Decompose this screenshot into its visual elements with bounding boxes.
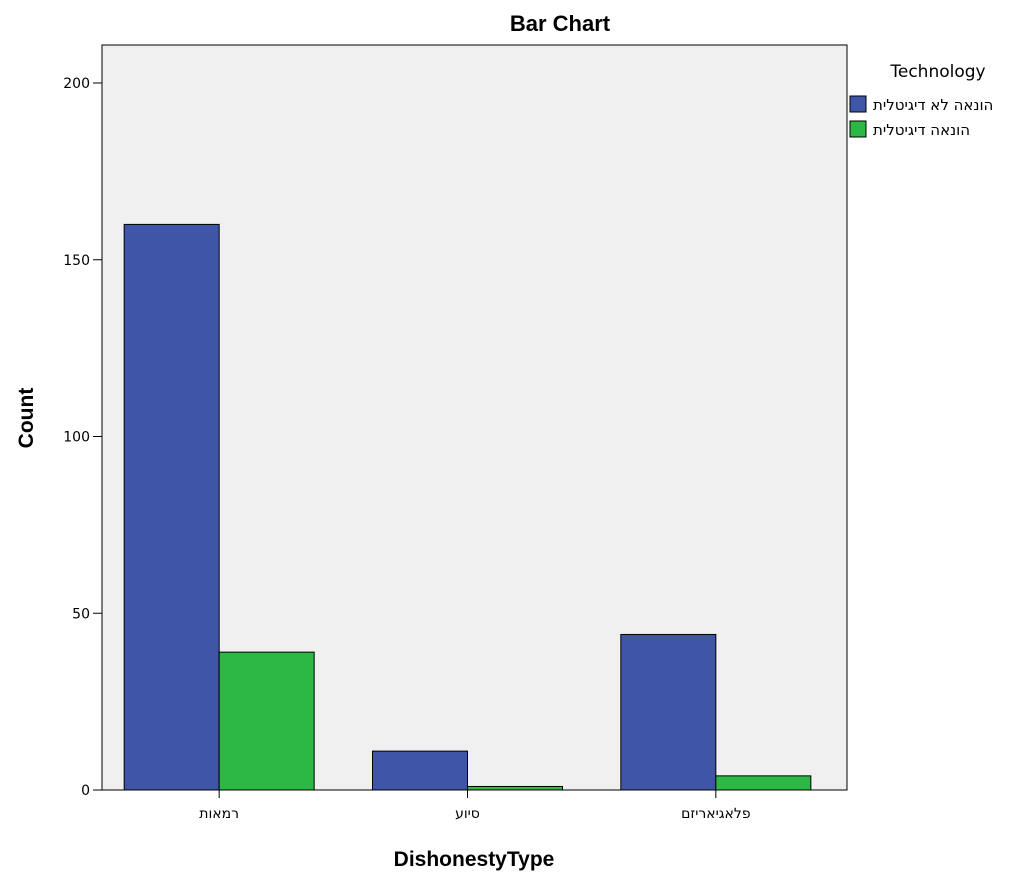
legend-title: Technology <box>889 62 985 82</box>
bar-non-digital-0 <box>123 223 220 791</box>
y-axis: 0 50 100 150 200 <box>63 76 102 799</box>
y-tick-label: 50 <box>72 606 90 622</box>
bar-non-digital-2 <box>620 633 717 791</box>
legend: Technology הונאה לא דיגיטלית הונאה דיגיטל… <box>849 62 993 139</box>
x-tick-label: סיוע <box>455 806 480 822</box>
x-axis: רמאות סיוע פלאגיאריזם <box>199 790 751 822</box>
bars-group <box>123 223 812 791</box>
x-tick-label: פלאגיאריזם <box>681 806 751 822</box>
y-tick-label: 0 <box>81 783 90 799</box>
bar-digital-1 <box>467 785 563 791</box>
y-axis-title: Count <box>15 388 38 449</box>
legend-label: הונאה דיגיטלית <box>873 121 970 139</box>
bar-digital-0 <box>218 651 315 791</box>
x-axis-title: DishonestyType <box>394 848 555 871</box>
bar-digital-2 <box>715 775 812 791</box>
y-tick-label: 100 <box>63 430 90 446</box>
y-tick-label: 200 <box>63 76 90 92</box>
legend-label: הונאה לא דיגיטלית <box>873 96 993 114</box>
bar-non-digital-1 <box>372 750 468 791</box>
chart-title: Bar Chart <box>510 11 611 36</box>
legend-swatch <box>849 120 867 138</box>
legend-swatch <box>849 95 867 113</box>
y-tick-label: 150 <box>63 253 90 269</box>
x-tick-label: רמאות <box>199 806 239 822</box>
